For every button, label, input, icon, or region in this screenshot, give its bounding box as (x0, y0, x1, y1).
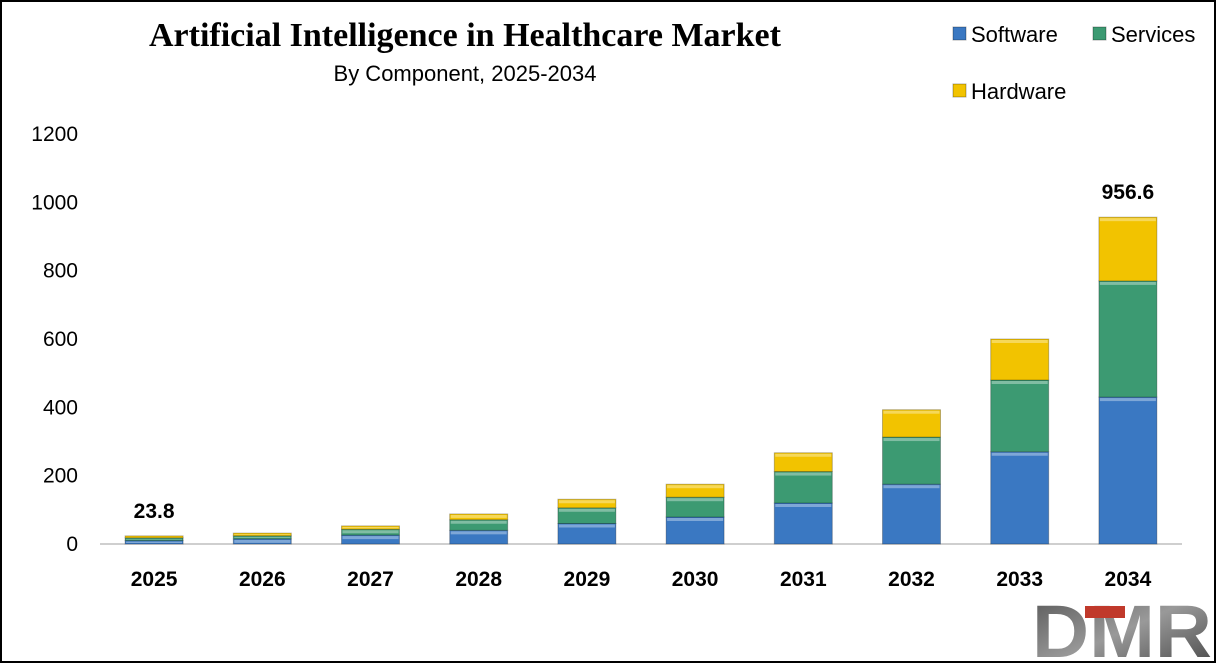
legend-label-hardware: Hardware (971, 79, 1066, 104)
bar-segment-services-2032 (882, 436, 941, 485)
x-tick-label: 2025 (131, 568, 178, 591)
logo-text: DMR (1032, 590, 1212, 661)
logo-accent (1085, 606, 1125, 618)
bar-segment-highlight (234, 536, 291, 538)
bar-segment-services-2034 (1098, 280, 1158, 398)
bar-segment-highlight (775, 504, 832, 507)
data-label-2025: 23.8 (134, 500, 175, 523)
legend: Software Services Hardware (952, 22, 1195, 104)
bar-segment-highlight (234, 539, 291, 543)
legend-swatch-services (1092, 26, 1107, 41)
y-tick-label: 0 (66, 533, 78, 556)
bar-segment-hardware-2028 (449, 513, 509, 521)
bar-segment-highlight (883, 485, 940, 489)
bar-segment-highlight (450, 520, 507, 524)
bar-segment-hardware-2029 (557, 498, 617, 509)
bar-segment-highlight (126, 538, 183, 540)
bar-segment-highlight (775, 472, 832, 476)
bar-segment-software-2030 (665, 516, 725, 545)
bar-segment-hardware-2032 (882, 409, 941, 438)
bar-segment-highlight (450, 531, 507, 535)
x-tick-label: 2028 (455, 568, 502, 591)
bar-segment-services-2033 (990, 379, 1050, 453)
bar-segment-services-2031 (773, 471, 833, 504)
x-tick-label: 2032 (888, 568, 935, 591)
bar-segment-highlight (667, 498, 724, 502)
y-axis: 0 200 400 600 800 1000 1200 (31, 123, 78, 556)
bar-segment-hardware-2033 (990, 338, 1050, 381)
bar-segment-software-2032 (882, 483, 941, 545)
bar-segment-highlight (342, 530, 399, 534)
bar-segment-hardware-2031 (773, 452, 833, 473)
bar-segment-highlight (342, 526, 399, 529)
x-tick-label: 2030 (672, 568, 719, 591)
bar-segment-highlight (667, 518, 724, 522)
bar-segment-hardware-2027 (341, 525, 400, 530)
bar-segment-hardware-2030 (665, 483, 725, 498)
legend-label-software: Software (971, 22, 1058, 47)
y-tick-label: 800 (43, 260, 78, 283)
bar-segment-highlight (667, 485, 724, 489)
bar-segment-highlight (991, 340, 1048, 343)
dmr-logo: DMR (1032, 590, 1212, 661)
bar-segment-highlight (126, 541, 183, 543)
x-tick-label: 2031 (780, 568, 827, 591)
bar-segment-highlight (234, 534, 291, 535)
bar-segment-highlight (342, 536, 399, 540)
y-tick-label: 1200 (31, 123, 78, 146)
bar-segment-highlight (1099, 281, 1156, 285)
bar-segment-highlight (1099, 398, 1156, 402)
bar-segment-hardware-2026 (232, 532, 292, 537)
y-tick-label: 400 (43, 396, 78, 419)
bar-segment-hardware-2025 (124, 535, 184, 539)
bar-segment-software-2033 (990, 451, 1050, 545)
bar-segment-highlight (991, 452, 1048, 456)
x-tick-label: 2033 (996, 568, 1043, 591)
bar-segment-highlight (775, 453, 832, 457)
bar-segment-hardware-2034 (1098, 216, 1158, 282)
y-tick-label: 200 (43, 465, 78, 488)
x-axis: 2025 2026 2027 2028 2029 2030 2031 2032 2033 2034 (131, 568, 1152, 591)
bar-segment-highlight (558, 508, 615, 512)
bar-segment-highlight (558, 524, 615, 528)
x-tick-label: 2026 (239, 568, 286, 591)
bar-segment-highlight (1099, 218, 1156, 222)
chart-subtitle: By Component, 2025-2034 (334, 61, 597, 86)
y-tick-label: 600 (43, 328, 78, 351)
bar-segment-highlight (991, 381, 1048, 384)
bar-segment-highlight (450, 514, 507, 518)
x-tick-label: 2027 (347, 568, 394, 591)
legend-swatch-hardware (952, 83, 967, 98)
bar-segment-software-2031 (773, 502, 833, 545)
bar-segment-highlight (883, 410, 940, 414)
data-label-2034: 956.6 (1102, 181, 1155, 204)
x-tick-label: 2029 (564, 568, 611, 591)
bars (124, 216, 1158, 545)
y-tick-label: 1000 (31, 191, 78, 214)
legend-label-services: Services (1111, 22, 1195, 47)
chart-title: Artificial Intelligence in Healthcare Ma… (149, 17, 782, 54)
data-labels: 23.8 956.6 (134, 181, 1155, 523)
legend-swatch-software (952, 26, 967, 41)
bar-segment-highlight (883, 438, 940, 442)
bar-segment-highlight (558, 500, 615, 504)
x-tick-label: 2034 (1105, 568, 1152, 591)
bar-segment-software-2034 (1098, 396, 1158, 545)
